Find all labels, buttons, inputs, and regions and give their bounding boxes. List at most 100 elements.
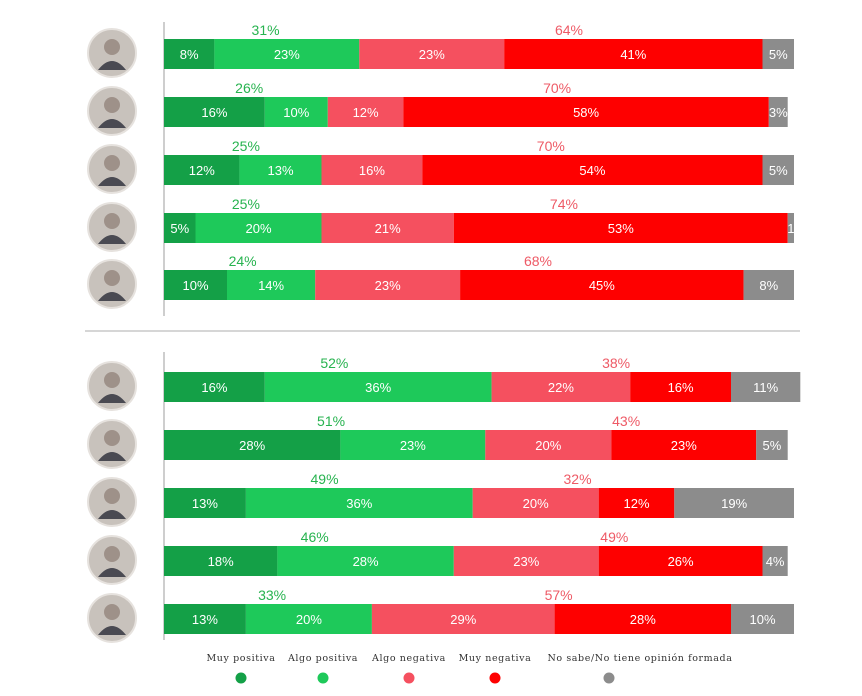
- segment-label: 23%: [419, 47, 445, 62]
- bar-segment-muy-negativa: [554, 604, 731, 634]
- bar-row: 16% 36% 22% 16% 11% 52% 38%: [87, 355, 801, 411]
- bar-row: 16% 10% 12% 58% 3% 26% 70%: [87, 80, 788, 136]
- bar-row: 12% 13% 16% 54% 5% 25% 70%: [87, 138, 794, 194]
- positive-total-label: 26%: [235, 80, 263, 96]
- bar-segment-algo-negativa: [321, 213, 454, 243]
- avatar-body-icon: [98, 626, 126, 635]
- positive-total-label: 25%: [232, 138, 260, 154]
- avatar-body-icon: [98, 510, 126, 519]
- legend-swatch-no-sabe: [603, 672, 615, 684]
- segment-label: 1: [787, 221, 794, 236]
- bar-segment-algo-negativa: [371, 604, 555, 634]
- bar-segment-algo-negativa: [472, 488, 599, 518]
- bar-segment-muy-positiva: [164, 430, 341, 460]
- segment-label: 45%: [589, 278, 615, 293]
- avatar-body-icon: [98, 235, 126, 244]
- negative-total-label: 38%: [602, 355, 630, 371]
- segment-label: 19%: [721, 496, 747, 511]
- segment-label: 28%: [630, 612, 656, 627]
- segment-label: 5%: [769, 163, 788, 178]
- segment-label: 28%: [239, 438, 265, 453]
- legend-swatch-algo-positiva: [317, 672, 329, 684]
- bar-segment-algo-positiva: [277, 546, 454, 576]
- negative-total-label: 74%: [550, 196, 578, 212]
- segment-label: 36%: [365, 380, 391, 395]
- legend-label: Muy positiva: [206, 653, 275, 664]
- segment-label: 10%: [182, 278, 208, 293]
- bar-segment-algo-negativa: [359, 39, 505, 69]
- bar-segment-muy-negativa: [598, 546, 763, 576]
- bar-segment-algo-positiva: [245, 604, 372, 634]
- bar-segment-algo-positiva: [340, 430, 486, 460]
- bar-segment-algo-positiva: [264, 97, 328, 127]
- segment-label: 23%: [513, 554, 539, 569]
- segment-label: 8%: [180, 47, 199, 62]
- avatar-body-icon: [98, 568, 126, 577]
- bar-segment-no-sabe: [731, 604, 794, 634]
- avatar-head-icon: [104, 604, 120, 620]
- bar-segment-no-sabe: [762, 546, 788, 576]
- positive-total-label: 52%: [320, 355, 348, 371]
- segment-label: 18%: [208, 554, 234, 569]
- positive-total-label: 46%: [301, 529, 329, 545]
- legend-item: No sabe/No tiene opinión formada: [547, 653, 732, 684]
- avatar-head-icon: [104, 546, 120, 562]
- bar-row: 10% 14% 23% 45% 8% 24% 68%: [87, 253, 794, 309]
- legend-label: Algo negativa: [371, 653, 446, 664]
- bar-segment-muy-negativa: [460, 270, 744, 300]
- bar-row: 28% 23% 20% 23% 5% 51% 43%: [87, 413, 788, 469]
- negative-total-label: 70%: [537, 138, 565, 154]
- segment-label: 53%: [608, 221, 634, 236]
- avatar-head-icon: [104, 213, 120, 229]
- bar-segment-no-sabe: [787, 213, 794, 243]
- bar-segment-no-sabe: [674, 488, 794, 518]
- avatar-head-icon: [104, 372, 120, 388]
- positive-total-label: 51%: [317, 413, 345, 429]
- avatar-body-icon: [98, 61, 126, 70]
- avatar-body-icon: [98, 292, 126, 301]
- segment-label: 13%: [192, 496, 218, 511]
- bar-row: 13% 36% 20% 12% 19% 49% 32%: [87, 471, 794, 527]
- avatar-body-icon: [98, 119, 126, 128]
- bar-segment-muy-positiva: [164, 604, 246, 634]
- bar-segment-muy-positiva: [164, 155, 240, 185]
- bar-segment-algo-positiva: [245, 488, 473, 518]
- negative-total-label: 57%: [545, 587, 573, 603]
- segment-label: 16%: [201, 105, 227, 120]
- segment-label: 5%: [769, 47, 788, 62]
- avatar-head-icon: [104, 430, 120, 446]
- avatar-head-icon: [104, 488, 120, 504]
- positive-total-label: 25%: [232, 196, 260, 212]
- bar-segment-algo-negativa: [485, 430, 612, 460]
- negative-total-label: 32%: [564, 471, 592, 487]
- legend-item: Muy negativa: [459, 653, 531, 684]
- bar-segment-muy-positiva: [164, 213, 196, 243]
- segment-label: 16%: [359, 163, 385, 178]
- bar-segment-muy-positiva: [164, 270, 227, 300]
- segment-label: 3%: [769, 105, 788, 120]
- segment-label: 26%: [668, 554, 694, 569]
- avatar-head-icon: [104, 39, 120, 55]
- bar-segment-muy-negativa: [422, 155, 763, 185]
- bar-segment-algo-negativa: [315, 270, 461, 300]
- bar-segment-algo-negativa: [453, 546, 599, 576]
- segment-label: 20%: [523, 496, 549, 511]
- avatar-head-icon: [104, 270, 120, 286]
- segment-label: 5%: [763, 438, 782, 453]
- avatar-body-icon: [98, 177, 126, 186]
- bar-segment-muy-negativa: [504, 39, 763, 69]
- segment-label: 12%: [623, 496, 649, 511]
- legend-item: Algo positiva: [287, 653, 357, 684]
- bar-segment-muy-positiva: [164, 372, 265, 402]
- legend-swatch-algo-negativa: [403, 672, 415, 684]
- segment-label: 13%: [192, 612, 218, 627]
- legend-item: Muy positiva: [206, 653, 275, 684]
- bar-segment-no-sabe: [762, 39, 794, 69]
- legend: Muy positiva Algo positiva Algo negativa Mu…: [206, 653, 732, 684]
- segment-label: 20%: [535, 438, 561, 453]
- legend-swatch-muy-positiva: [235, 672, 247, 684]
- negative-total-label: 70%: [543, 80, 571, 96]
- segment-label: 13%: [268, 163, 294, 178]
- bar-segment-muy-negativa: [611, 430, 757, 460]
- negative-total-label: 43%: [612, 413, 640, 429]
